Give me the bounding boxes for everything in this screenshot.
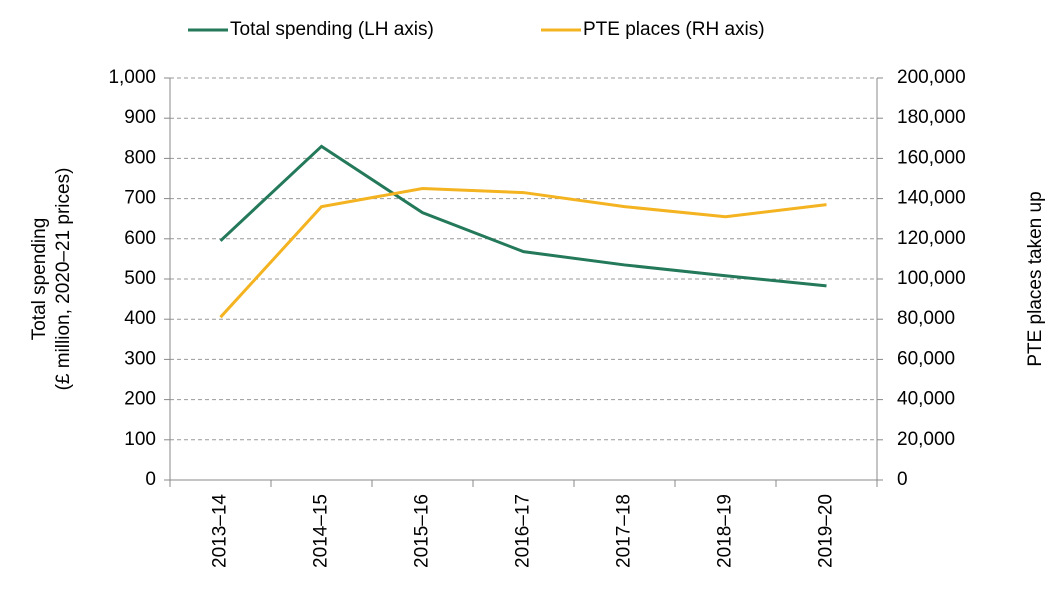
y-tick-label: 500 <box>124 268 156 289</box>
y-tick-label: 1,000 <box>108 67 156 88</box>
y2-tick-label: 40,000 <box>897 389 955 410</box>
y-tick-label: 200 <box>124 389 156 410</box>
y-tick-label: 900 <box>124 107 156 128</box>
legend-label: PTE places (RH axis) <box>583 19 765 40</box>
y-tick-label: 700 <box>124 188 156 209</box>
y-axis-label: (£ million, 2020–21 prices) <box>53 168 74 391</box>
line-series <box>219 187 827 319</box>
y-tick-label: 400 <box>124 308 156 329</box>
x-tick-label: 2018–19 <box>715 494 736 568</box>
y2-tick-label: 80,000 <box>897 308 955 329</box>
y2-tick-label: 0 <box>897 469 908 490</box>
x-tick-label: 2016–17 <box>513 494 534 568</box>
y2-tick-label: 20,000 <box>897 429 955 450</box>
x-tick-label: 2017–18 <box>614 494 635 568</box>
y-tick-label: 600 <box>124 228 156 249</box>
y2-tick-label: 200,000 <box>897 67 966 88</box>
x-tick-label: 2013–14 <box>210 494 231 568</box>
x-tick-label: 2019–20 <box>816 494 837 568</box>
y-axis-label: Total spending <box>29 218 50 341</box>
y2-tick-label: 120,000 <box>897 228 966 249</box>
y-tick-label: 800 <box>124 147 156 168</box>
y-tick-label: 100 <box>124 429 156 450</box>
x-tick-label: 2015–16 <box>412 494 433 568</box>
line-series <box>219 144 827 288</box>
y2-axis-label: PTE places taken up <box>1025 191 1046 366</box>
y2-tick-label: 160,000 <box>897 147 966 168</box>
y2-tick-label: 180,000 <box>897 107 966 128</box>
y-tick-label: 0 <box>145 469 156 490</box>
y2-tick-label: 60,000 <box>897 348 955 369</box>
x-tick-label: 2014–15 <box>311 494 332 568</box>
legend-label: Total spending (LH axis) <box>230 19 434 40</box>
y2-tick-label: 100,000 <box>897 268 966 289</box>
y2-tick-label: 140,000 <box>897 188 966 209</box>
y-tick-label: 300 <box>124 348 156 369</box>
